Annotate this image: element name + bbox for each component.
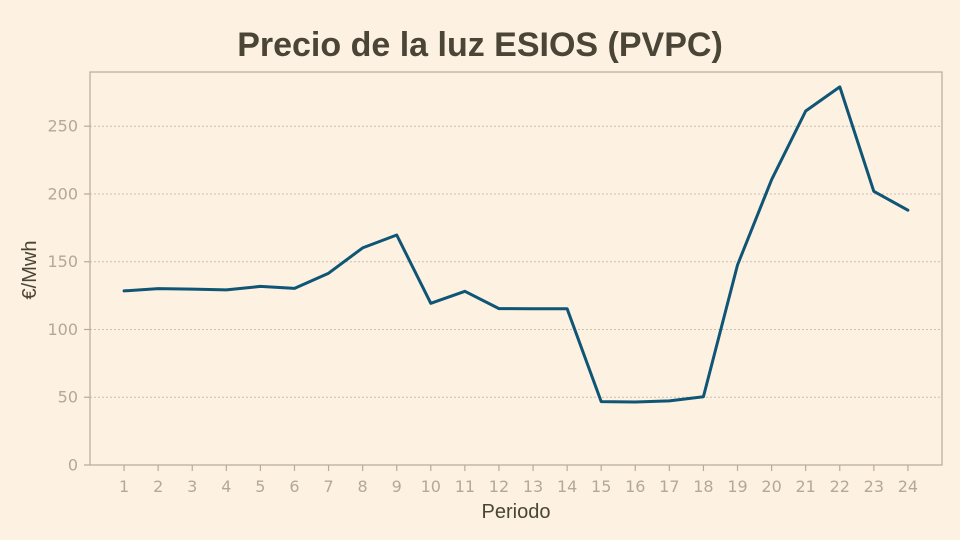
series-layer [122, 85, 910, 404]
x-tick-label: 2 [153, 477, 163, 496]
x-tick-label: 7 [323, 477, 333, 496]
x-tick-label: 11 [455, 477, 475, 496]
series-line [122, 85, 910, 404]
y-axis-label: €/Mwh [19, 241, 41, 300]
x-tick-label: 13 [523, 477, 543, 496]
x-tick-label: 23 [864, 477, 884, 496]
chart-title: Precio de la luz ESIOS (PVPC) [237, 26, 723, 64]
y-axis: 0 50 100 150 200 250 [47, 117, 90, 475]
y-tick-label: 50 [58, 388, 78, 407]
y-tick-label: 200 [47, 184, 78, 203]
plot-frame [89, 71, 943, 466]
x-tick-label: 18 [693, 477, 713, 496]
y-tick-label: 150 [47, 252, 78, 271]
grid-lines [90, 125, 942, 398]
x-tick-label: 24 [898, 477, 918, 496]
x-axis-label: Periodo [482, 501, 551, 523]
x-tick-label: 10 [421, 477, 441, 496]
y-tick-label: 250 [47, 117, 78, 136]
x-axis: 1 2 3 4 5 6 7 8 9 10 11 12 13 14 15 16 17 18 19 20 21 22 23 24 [119, 465, 918, 496]
x-tick-label: 1 [119, 477, 129, 496]
x-tick-label: 12 [489, 477, 509, 496]
x-tick-label: 14 [557, 477, 577, 496]
x-tick-label: 17 [659, 477, 679, 496]
x-tick-label: 4 [221, 477, 231, 496]
x-tick-label: 15 [591, 477, 611, 496]
x-tick-label: 22 [830, 477, 850, 496]
x-tick-label: 6 [289, 477, 299, 496]
x-tick-label: 9 [392, 477, 402, 496]
x-tick-label: 5 [255, 477, 265, 496]
y-tick-label: 100 [47, 320, 78, 339]
x-tick-label: 21 [796, 477, 816, 496]
x-tick-label: 16 [625, 477, 645, 496]
x-tick-label: 3 [187, 477, 197, 496]
x-tick-label: 8 [358, 477, 368, 496]
x-tick-label: 20 [761, 477, 781, 496]
y-tick-label: 0 [68, 456, 78, 475]
x-tick-label: 19 [727, 477, 747, 496]
